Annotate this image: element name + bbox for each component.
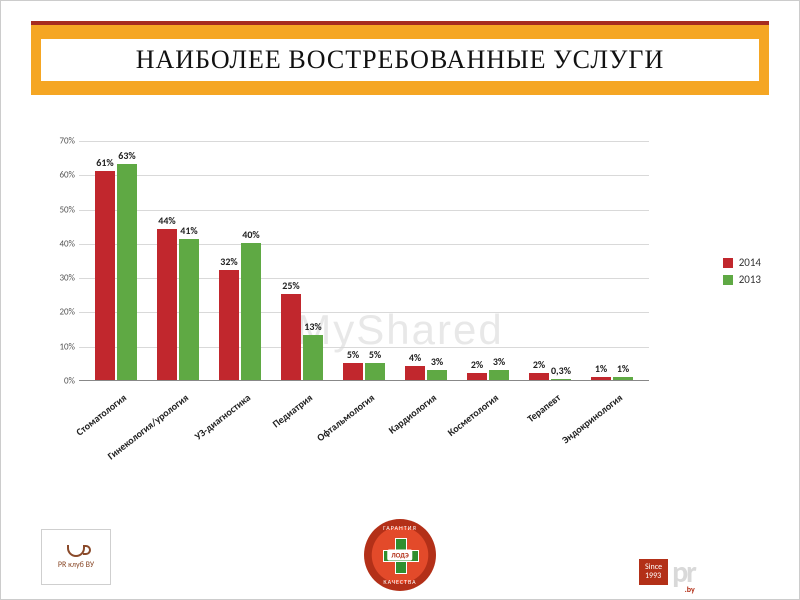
- since-badge: Since 1993: [639, 559, 668, 585]
- bar-2013: [551, 379, 571, 380]
- bar-2014: [281, 294, 301, 380]
- y-tick-label: 60%: [45, 170, 75, 181]
- x-tick-label: Стоматология: [73, 391, 129, 438]
- legend: 2014 2013: [723, 256, 761, 290]
- coffee-cup-icon: [67, 545, 85, 557]
- seal-icon: ГАРАНТИЯ ЛОДЭ КАЧЕСТВА: [364, 519, 436, 591]
- x-tick-label: Офтальмология: [314, 391, 377, 444]
- y-tick-label: 40%: [45, 238, 75, 249]
- x-tick-label: Косметология: [445, 391, 501, 439]
- bar-2014: [219, 270, 239, 380]
- grid-line: [79, 175, 649, 176]
- bar-2014: [405, 366, 425, 380]
- legend-item: 2014: [723, 256, 761, 269]
- legend-label: 2013: [739, 273, 761, 286]
- bar-2013: [303, 335, 323, 380]
- x-axis-labels: СтоматологияГинекология/урологияУЗ-диагн…: [79, 385, 649, 465]
- slide: НАИБОЛЕЕ ВОСТРЕБОВАННЫЕ УСЛУГИ MyShared …: [0, 0, 800, 600]
- page-title: НАИБОЛЕЕ ВОСТРЕБОВАННЫЕ УСЛУГИ: [41, 39, 759, 81]
- grid-line: [79, 141, 649, 142]
- legend-item: 2013: [723, 273, 761, 286]
- bar-value-label: 13%: [296, 320, 330, 333]
- plot-area: 0%10%20%30%40%50%60%70%61%63%44%41%32%40…: [79, 141, 649, 381]
- bar-value-label: 5%: [358, 348, 392, 361]
- bar-2014: [157, 229, 177, 380]
- since-year: 1993: [645, 572, 662, 581]
- x-tick-label: Терапевт: [525, 391, 564, 425]
- y-tick-label: 10%: [45, 341, 75, 352]
- by-text: .by: [685, 587, 695, 593]
- logo-left-text: PR клуб ВУ: [58, 560, 94, 570]
- logo-lode-seal: ГАРАНТИЯ ЛОДЭ КАЧЕСТВА: [364, 519, 436, 591]
- bar-value-label: 3%: [420, 355, 454, 368]
- bar-2013: [489, 370, 509, 380]
- seal-text-top: ГАРАНТИЯ: [364, 524, 436, 532]
- y-tick-label: 50%: [45, 204, 75, 215]
- bar-value-label: 3%: [482, 355, 516, 368]
- bar-2013: [117, 164, 137, 380]
- grid-line: [79, 210, 649, 211]
- bar-value-label: 1%: [606, 362, 640, 375]
- legend-swatch: [723, 275, 733, 285]
- x-tick-label: Кардиология: [386, 391, 439, 436]
- bar-2014: [591, 377, 611, 380]
- bar-2013: [179, 239, 199, 380]
- seal-text-bottom: КАЧЕСТВА: [364, 578, 436, 586]
- bar-value-label: 63%: [110, 149, 144, 162]
- x-tick-label: Эндокринология: [559, 391, 625, 446]
- logo-pr-club: PR клуб ВУ: [41, 529, 111, 585]
- services-bar-chart: 0%10%20%30%40%50%60%70%61%63%44%41%32%40…: [41, 141, 761, 471]
- bar-2013: [427, 370, 447, 380]
- y-tick-label: 0%: [45, 376, 75, 387]
- legend-swatch: [723, 258, 733, 268]
- footer-logos: PR клуб ВУ ГАРАНТИЯ ЛОДЭ КАЧЕСТВА Since …: [1, 519, 799, 599]
- y-tick-label: 30%: [45, 273, 75, 284]
- bar-2014: [467, 373, 487, 380]
- title-band: НАИБОЛЕЕ ВОСТРЕБОВАННЫЕ УСЛУГИ: [31, 21, 769, 95]
- bar-2013: [241, 243, 261, 380]
- y-tick-label: 70%: [45, 136, 75, 147]
- bar-value-label: 41%: [172, 224, 206, 237]
- bar-value-label: 40%: [234, 228, 268, 241]
- logo-pr-by: Since 1993 pr .by: [639, 529, 759, 585]
- bar-value-label: 0,3%: [544, 364, 578, 377]
- legend-label: 2014: [739, 256, 761, 269]
- x-tick-label: УЗ-диагностика: [192, 391, 253, 443]
- bar-2014: [343, 363, 363, 380]
- bar-2014: [95, 171, 115, 380]
- bar-2013: [365, 363, 385, 380]
- bar-2013: [613, 377, 633, 380]
- y-tick-label: 20%: [45, 307, 75, 318]
- bar-value-label: 25%: [274, 279, 308, 292]
- seal-band: ЛОДЭ: [387, 550, 412, 561]
- pr-wordmark: pr .by: [672, 561, 695, 585]
- x-tick-label: Педиатрия: [270, 391, 315, 430]
